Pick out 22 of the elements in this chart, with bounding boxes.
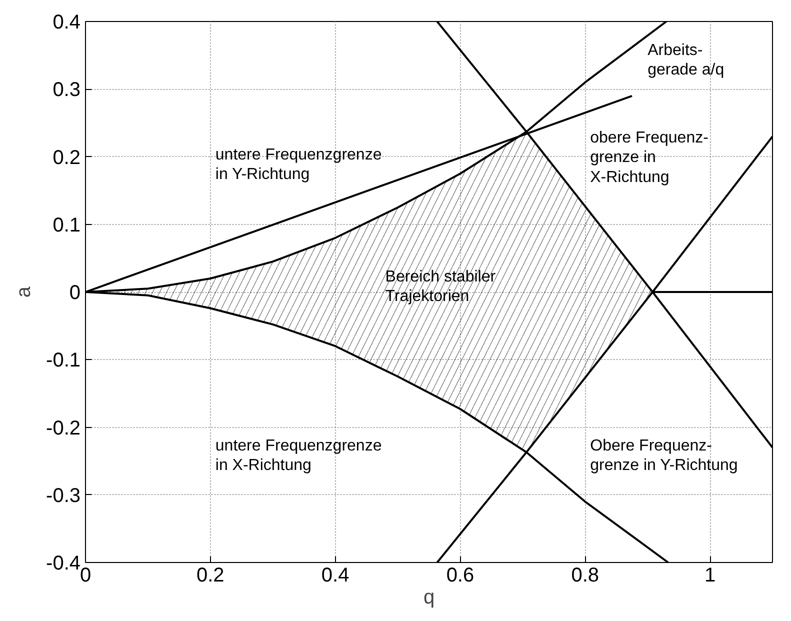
y-tick-label: 0: [69, 282, 80, 304]
x-tick-label: 0.6: [446, 564, 474, 586]
annotation: untere Frequenzgrenze in X-Richtung: [215, 437, 382, 474]
y-tick-label: -0.3: [46, 484, 81, 507]
y-tick-label: -0.1: [46, 350, 81, 372]
y-tick-label: -0.4: [46, 552, 81, 574]
x-tick-label: 0.2: [196, 564, 224, 586]
annotation: Bereich stabiler Trajektorien: [385, 268, 496, 305]
x-tick-label: 0.8: [571, 564, 600, 586]
y-tick-label: 0.2: [52, 146, 81, 169]
annotation: obere Frequenz- grenze in X-Richtung: [590, 130, 708, 186]
y-tick-label: 0.3: [52, 79, 81, 102]
x-axis-title: q: [423, 586, 435, 608]
y-tick-label: 0.4: [52, 12, 81, 34]
y-axis-title: a: [13, 286, 36, 298]
y-tick-label: -0.2: [46, 417, 81, 440]
annotation: Obere Frequenz- grenze in Y-Richtung: [590, 437, 738, 474]
annotation: Arbeits- gerade a/q: [648, 42, 724, 78]
x-tick-label: 1: [704, 564, 716, 586]
x-tick-label: 0.4: [321, 564, 350, 586]
y-tick-label: 0.1: [52, 214, 81, 236]
annotation: untere Frequenzgrenze in Y-Richtung: [215, 146, 382, 184]
